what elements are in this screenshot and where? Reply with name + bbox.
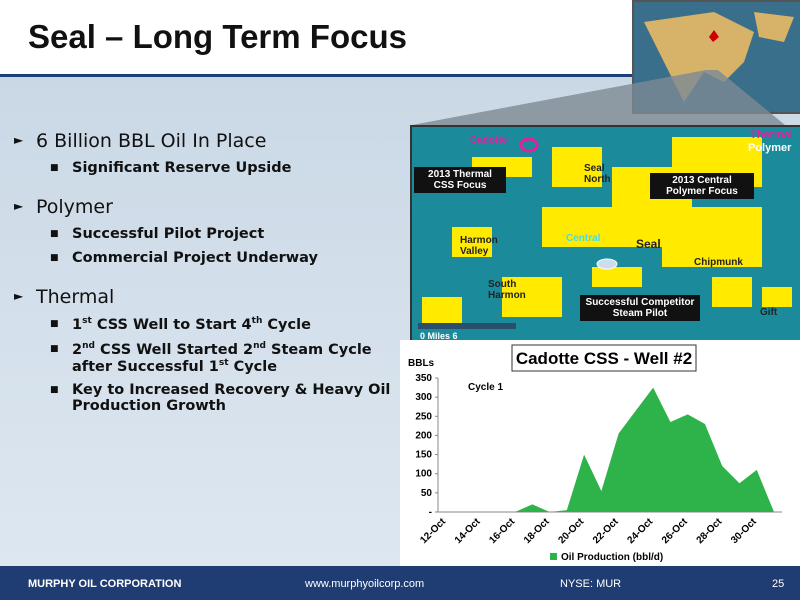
map-label: Seal North (584, 163, 611, 185)
y-tick-label: 200 (415, 430, 432, 441)
chart: Cadotte CSS - Well #2 BBLs Cycle 1 - 50 100 15… (400, 340, 800, 566)
bullet-group: Thermal1st CSS Well to Start 4th Cycle2n… (14, 286, 409, 414)
bullet-group: Polymer Successful Pilot Project Commercia… (14, 196, 409, 266)
url: www.murphyoilcorp.com (305, 578, 425, 590)
text: Key to Increased Recovery & Heavy Oil Pr… (72, 382, 391, 415)
y-axis-label: BBLs (408, 358, 435, 369)
sub-bullet: Commercial Project Underway (50, 250, 409, 266)
area (446, 387, 774, 512)
text: CSS Well Started 2 (94, 341, 254, 358)
map-label: Cadotte (470, 135, 508, 146)
sub-bullet: Successful Pilot Project (50, 226, 409, 242)
text: Successful Pilot Project (72, 226, 265, 242)
map-label: Successful Competitor Steam Pilot (580, 295, 700, 321)
y-tick-label: - (429, 507, 432, 518)
bullet-list: 6 Billion BBL Oil In Place Significant Re… (14, 130, 409, 434)
y-tick-label: 250 (415, 411, 432, 422)
y-tick-label: 350 (415, 373, 432, 384)
text: CSS Well to Start 4 (91, 316, 252, 333)
title: Seal – Long Term Focus (28, 18, 407, 55)
text: Steam Cycle after Successful 1 (72, 341, 372, 375)
superscript: st (82, 316, 92, 326)
map-label: Central (566, 233, 601, 244)
map-label: Thermal (750, 129, 793, 141)
map-label: Seal (636, 237, 661, 251)
y-tick-label: 50 (421, 488, 433, 499)
chart-title: Cadotte CSS - Well #2 (516, 349, 692, 368)
superscript: st (218, 357, 229, 368)
legend-label: Oil Production (bbl/d) (561, 552, 663, 563)
ticker: NYSE: MUR (560, 578, 622, 590)
map-label: Chipmunk (694, 257, 743, 268)
callout-wedge (412, 70, 785, 125)
map-label: South Harmon (488, 279, 526, 301)
sub-bullet: 1st CSS Well to Start 4th Cycle (50, 316, 409, 333)
superscript: nd (82, 340, 95, 351)
text: Cycle (228, 358, 278, 375)
text: 1 (72, 316, 83, 333)
map-label: Gift (760, 307, 778, 318)
y-tick-label: 300 (415, 392, 432, 403)
map-label: Harmon Valley (460, 235, 498, 257)
footer: MURPHY OIL CORPORATION www.murphyoilcorp… (0, 566, 800, 600)
y-tick-label: 150 (415, 450, 432, 461)
sub-bullet: Key to Increased Recovery & Heavy Oil Pr… (50, 382, 409, 415)
sub-bullet: 2nd CSS Well Started 2nd Steam Cycle aft… (50, 340, 409, 375)
bullet: 6 Billion BBL Oil In Place (14, 130, 409, 152)
bullet: Polymer (14, 196, 409, 218)
text: Commercial Project Underway (72, 250, 318, 266)
text: Significant Reserve Upside (72, 160, 292, 176)
sub-bullet: Significant Reserve Upside (50, 160, 409, 176)
bullet-group: 6 Billion BBL Oil In Place Significant Re… (14, 130, 409, 176)
page-number: 25 (772, 578, 785, 590)
map-label: 2013 Central Polymer Focus (650, 173, 754, 199)
text: Cycle (262, 316, 311, 333)
legend-swatch (550, 553, 557, 560)
y-tick-label: 100 (415, 469, 432, 480)
map-label: Polymer (748, 142, 792, 154)
superscript: nd (253, 340, 266, 351)
map: Cadotte Thermal Polymer 2013 Thermal CSS Fo… (410, 125, 800, 344)
map-label: 2013 Thermal CSS Focus (414, 167, 506, 193)
map-label: 0 Miles 6 (420, 331, 458, 341)
superscript: th (251, 316, 263, 326)
text: 2 (72, 341, 83, 358)
bullet: Thermal (14, 286, 409, 308)
company: MURPHY OIL CORPORATION (28, 578, 182, 590)
chart-bg (400, 340, 800, 566)
annotation: Cycle 1 (468, 382, 503, 393)
title-box (511, 344, 697, 372)
